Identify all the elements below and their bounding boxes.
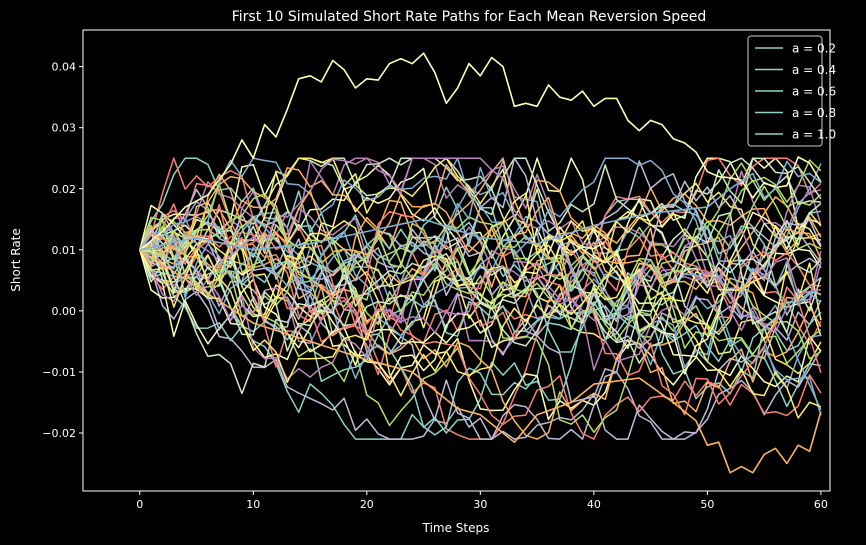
- x-tick-label: 50: [700, 498, 714, 511]
- y-tick-label: −0.02: [42, 427, 76, 440]
- legend-label: a = 0.6: [792, 85, 836, 99]
- y-tick-label: 0.04: [52, 61, 77, 74]
- x-tick-label: 10: [246, 498, 260, 511]
- y-tick-label: −0.01: [42, 366, 76, 379]
- chart-title: First 10 Simulated Short Rate Paths for …: [232, 9, 707, 25]
- x-tick-label: 20: [360, 498, 374, 511]
- y-axis-label: Short Rate: [9, 228, 23, 292]
- x-tick-label: 40: [587, 498, 601, 511]
- legend-label: a = 0.2: [792, 42, 836, 56]
- y-tick-label: 0.01: [52, 244, 77, 257]
- x-tick-label: 60: [814, 498, 828, 511]
- x-axis-label: Time Steps: [422, 521, 490, 535]
- y-tick-label: 0.02: [52, 183, 77, 196]
- x-tick-label: 0: [136, 498, 143, 511]
- legend-label: a = 0.8: [792, 106, 836, 120]
- y-tick-label: 0.00: [52, 305, 77, 318]
- legend-label: a = 1.0: [792, 128, 836, 142]
- legend-label: a = 0.4: [792, 63, 836, 77]
- y-tick-label: 0.03: [52, 122, 77, 135]
- legend: a = 0.2 a = 0.4 a = 0.6 a = 0.8 a = 1.0: [748, 36, 836, 146]
- x-tick-label: 30: [473, 498, 487, 511]
